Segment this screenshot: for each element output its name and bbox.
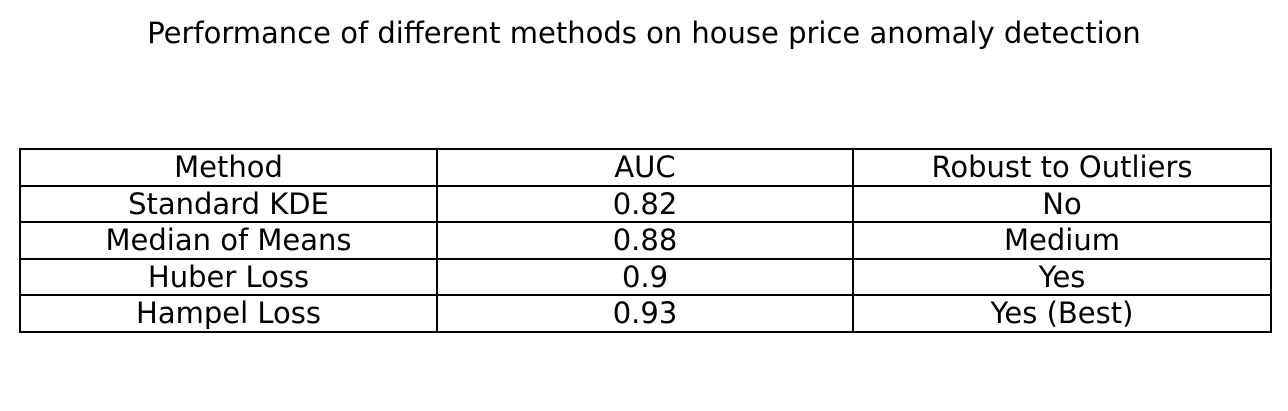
- results-table: Method AUC Robust to Outliers Standard K…: [19, 148, 1272, 333]
- cell-auc: 0.9: [436, 257, 854, 296]
- cell-robust: Yes (Best): [852, 294, 1272, 333]
- table-row: Standard KDE 0.82 No: [19, 184, 1272, 223]
- chart-title: Performance of different methods on hous…: [147, 16, 1141, 50]
- cell-robust: No: [852, 184, 1272, 223]
- table-row: Huber Loss 0.9 Yes: [19, 257, 1272, 296]
- cell-robust: Medium: [852, 221, 1272, 260]
- cell-method: Median of Means: [19, 221, 438, 260]
- cell-method: Huber Loss: [19, 257, 438, 296]
- cell-method: Standard KDE: [19, 184, 438, 223]
- cell-auc: 0.82: [436, 184, 854, 223]
- table-row: Median of Means 0.88 Medium: [19, 221, 1272, 260]
- cell-auc: 0.93: [436, 294, 854, 333]
- column-header-robust: Robust to Outliers: [852, 148, 1272, 187]
- table-header-row: Method AUC Robust to Outliers: [19, 148, 1272, 187]
- cell-auc: 0.88: [436, 221, 854, 260]
- column-header-method: Method: [19, 148, 438, 187]
- cell-robust: Yes: [852, 257, 1272, 296]
- cell-method: Hampel Loss: [19, 294, 438, 333]
- table-row: Hampel Loss 0.93 Yes (Best): [19, 294, 1272, 333]
- column-header-auc: AUC: [436, 148, 854, 187]
